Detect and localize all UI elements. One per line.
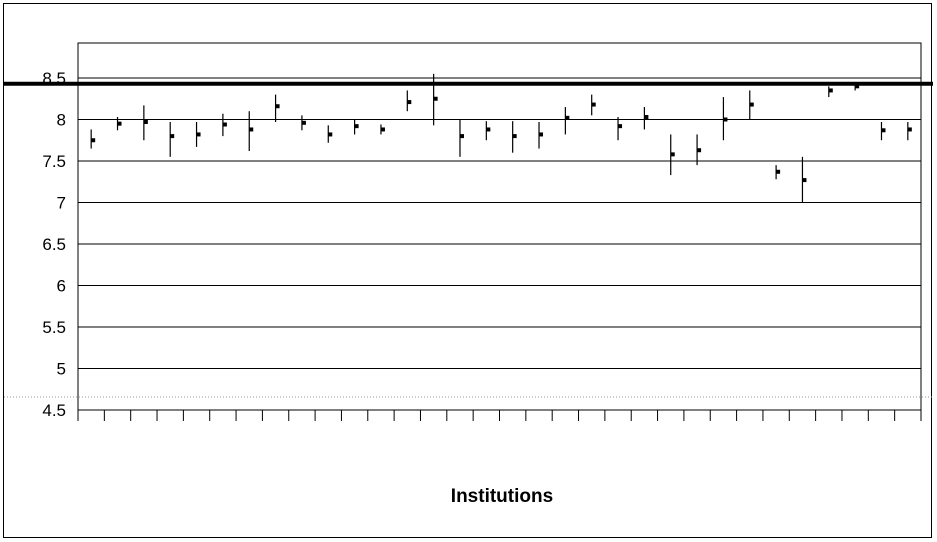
mean-marker: [855, 84, 860, 89]
y-tick-label: 8: [57, 111, 66, 130]
mean-marker: [380, 127, 385, 132]
mean-marker: [565, 115, 570, 120]
mean-marker: [301, 120, 306, 125]
x-axis-title: Institutions: [451, 486, 553, 507]
mean-marker: [723, 117, 728, 122]
y-tick-label: 6.5: [42, 235, 66, 254]
mean-marker: [486, 127, 491, 132]
mean-marker: [828, 88, 833, 93]
y-tick-labels: 4.555.566.577.588.5: [42, 69, 66, 420]
mean-marker: [644, 115, 649, 120]
mean-marker: [802, 178, 807, 183]
mean-marker: [249, 127, 254, 132]
mean-marker: [459, 134, 464, 139]
data-marks: [90, 73, 912, 203]
mean-marker: [539, 132, 544, 137]
mean-marker: [407, 100, 412, 105]
chart-frame: [3, 3, 932, 538]
mean-marker: [881, 128, 886, 133]
mean-marker: [591, 102, 596, 107]
mean-marker: [907, 127, 912, 132]
y-tick-label: 5.5: [42, 318, 66, 337]
y-tick-label: 6: [57, 277, 66, 296]
mean-marker: [143, 119, 148, 124]
grid-lines: [4, 77, 933, 398]
mean-marker: [117, 121, 122, 126]
mean-marker: [170, 134, 175, 139]
mean-marker: [275, 104, 280, 109]
mean-marker: [433, 96, 438, 101]
mean-marker: [776, 169, 781, 174]
mean-marker: [91, 138, 96, 143]
x-axis-ticks: [77, 410, 922, 421]
y-tick-label: 7: [57, 194, 66, 213]
mean-marker: [328, 132, 333, 137]
y-tick-label: 7.5: [42, 152, 66, 171]
mean-marker: [670, 152, 675, 157]
y-tick-label: 5: [57, 360, 66, 379]
mean-marker: [354, 124, 359, 129]
mean-marker: [749, 102, 754, 107]
mean-marker: [196, 132, 201, 137]
mean-marker: [618, 124, 623, 129]
mean-marker: [512, 134, 517, 139]
mean-marker: [697, 148, 702, 153]
plot-area: [77, 42, 922, 411]
mean-marker: [222, 122, 227, 127]
y-tick-label: 4.5: [42, 401, 66, 420]
